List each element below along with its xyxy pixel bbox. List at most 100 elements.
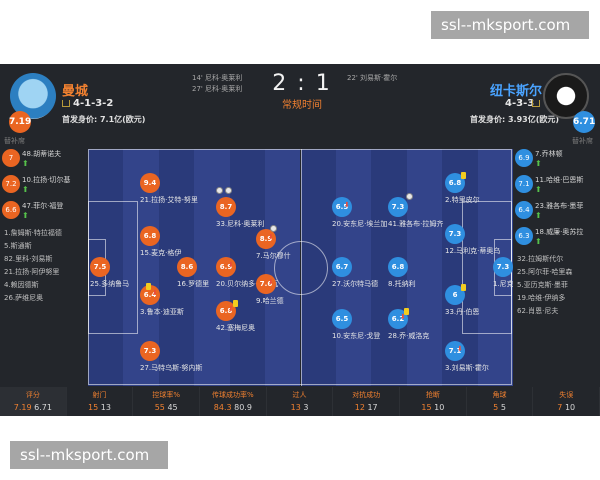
center-circle: [273, 240, 328, 295]
player-name: 27.马特乌斯·努内斯: [140, 364, 203, 372]
player-marker[interactable]: 9.4 21.拉扬·艾特-努里: [140, 173, 250, 213]
sub-out-arrow-icon: ⬇: [457, 345, 463, 353]
stat-home-value: 55: [154, 403, 165, 412]
player-marker[interactable]: 6.8 15.麦克·格伊: [140, 226, 250, 266]
stat-home-value: 7: [557, 403, 563, 412]
stat-values: 15 13: [67, 401, 133, 414]
sub-out-arrow-icon: ⬇: [228, 261, 234, 269]
substitute-info: 47.菲尔·福登 ⬆: [22, 201, 63, 220]
substitute-name: 4.赖因德斯: [4, 281, 39, 289]
substitute-name: 32.拉姆斯代尔: [517, 255, 564, 263]
player-marker[interactable]: 6.2 28.乔·威洛克 ⬇: [388, 308, 498, 349]
substitute-item[interactable]: 5.斯通斯: [0, 240, 88, 253]
player-name: 28.乔·威洛克: [388, 332, 430, 340]
substitute-item[interactable]: 6.4 23.雅各布·墨菲 ⬆: [513, 201, 600, 227]
stat-values: 15 10: [400, 401, 466, 414]
stat-6: 抢断 15 10: [400, 387, 467, 416]
player-marker[interactable]: 8.9 7.马尔穆什 ⬇: [256, 225, 366, 269]
player-marker[interactable]: 7.1 3.刘易斯·霍尔 ⬇: [445, 341, 513, 381]
stat-4: 过人 13 3: [267, 387, 334, 416]
player-rating: 7.3: [445, 224, 465, 244]
player-marker[interactable]: 6.8 2.特里皮尔: [445, 172, 513, 213]
player-marker[interactable]: 6.5 20.安东尼·埃兰加 ⬇: [332, 197, 442, 237]
substitute-item[interactable]: 7 48.胡蒂诺夫 ⬆: [0, 149, 88, 175]
substitute-item[interactable]: 7.1 11.哈维·巴恩斯 ⬆: [513, 175, 600, 201]
substitute-item[interactable]: 4.赖因德斯: [0, 279, 88, 292]
player-marker[interactable]: 6 33.丹·伯恩: [445, 284, 513, 325]
substitute-item[interactable]: 6.3 18.威廉·奥苏拉 ⬆: [513, 227, 600, 253]
stat-title: 抢断: [425, 391, 440, 399]
sub-in-arrow-icon: ⬆: [535, 237, 542, 246]
substitute-item[interactable]: 7.2 10.拉扬·切尔基 ⬆: [0, 175, 88, 201]
substitute-name: 19.哈维·伊纳多: [517, 294, 566, 302]
away-team-name[interactable]: 纽卡斯尔: [490, 84, 543, 99]
substitute-info: 10.拉扬·切尔基 ⬆: [22, 175, 70, 194]
substitute-item[interactable]: 32.拉姆斯代尔: [513, 253, 600, 266]
substitute-item[interactable]: 6.9 7.乔林顿 ⬆: [513, 149, 600, 175]
sub-out-arrow-icon: ⬇: [152, 289, 158, 297]
home-team-value: 首发身价: 7.1亿(欧元): [62, 115, 146, 124]
player-marker[interactable]: 8.7 33.尼科·奥莱利: [216, 187, 326, 237]
player-marker[interactable]: 6.4 3.鲁本·迪亚斯 ⬇: [140, 283, 250, 325]
substitute-item[interactable]: 1.詹姆斯·特拉福德: [0, 227, 88, 240]
yellow-card-icon: [404, 308, 409, 315]
watermark-top: ssl--mksport.com: [431, 11, 589, 39]
substitute-item[interactable]: 5.亚历克斯·墨菲: [513, 279, 600, 292]
player-rating: 7.5: [90, 257, 110, 277]
sub-out-arrow-icon: ⬇: [228, 305, 234, 313]
player-marker[interactable]: 7.3 1.尼克·波普: [493, 257, 513, 297]
formation-icon: [62, 100, 70, 107]
sub-in-arrow-icon: ⬆: [535, 159, 542, 168]
substitute-item[interactable]: 82.里科·刘易斯: [0, 253, 88, 266]
away-goal-event: 22' 刘易斯·霍尔: [347, 74, 398, 82]
pitch-stripe: [406, 149, 443, 386]
stat-7: 角球 5 5: [467, 387, 534, 416]
player-marker[interactable]: 7.3 27.马特乌斯·努内斯: [140, 341, 250, 381]
stat-1: 射门 15 13: [67, 387, 134, 416]
player-rating: 6.8: [445, 173, 465, 193]
player-marker[interactable]: 7.3 12.马利克·蒂奥乌: [445, 224, 513, 264]
substitute-item[interactable]: 6.6 47.菲尔·福登 ⬆: [0, 201, 88, 227]
player-marker[interactable]: 6.7 27.沃尔特马德: [332, 257, 442, 297]
substitute-name: 82.里科·刘易斯: [4, 255, 53, 263]
formation-icon: [532, 100, 540, 107]
substitute-name: 1.詹姆斯·特拉福德: [4, 229, 62, 237]
player-marker[interactable]: 8.6 16.罗德里: [177, 257, 287, 297]
stat-title: 射门: [92, 391, 107, 399]
player-name: 9.哈兰德: [256, 297, 284, 305]
player-marker[interactable]: 6.8 8.托纳利: [388, 257, 498, 297]
player-marker[interactable]: 7.6 9.哈兰德 ⬇: [256, 274, 366, 314]
sub-in-arrow-icon: ⬆: [22, 185, 29, 194]
player-rating: 6: [445, 285, 465, 305]
player-marker[interactable]: 6.9 20.贝尔纳多·席尔瓦 ⬇: [216, 257, 326, 297]
player-name: 33.尼科·奥莱利: [216, 220, 265, 228]
match-status: 常规时间: [282, 100, 322, 111]
substitute-name: 7.乔林顿: [535, 150, 563, 158]
sub-in-arrow-icon: ⬆: [535, 185, 542, 194]
substitute-name: 21.拉扬·阿伊努里: [4, 268, 60, 276]
player-rating: 6.8: [140, 226, 160, 246]
sub-in-arrow-icon: ⬆: [22, 211, 29, 220]
player-marker[interactable]: 6.8 42.塞梅尼奥 ⬇: [216, 300, 326, 341]
player-rating: 8.7: [216, 197, 236, 217]
home-team-name[interactable]: 曼城: [62, 84, 89, 99]
sub-out-arrow-icon: ⬇: [400, 313, 406, 321]
substitute-item[interactable]: 25.阿尔菲·哈里森: [513, 266, 600, 279]
substitute-item[interactable]: 21.拉扬·阿伊努里: [0, 266, 88, 279]
stat-title: 失误: [559, 391, 574, 399]
substitute-name: 25.阿尔菲·哈里森: [517, 268, 573, 276]
stat-3: 传球成功率% 84.3 80.9: [200, 387, 267, 416]
substitute-item[interactable]: 19.哈维·伊纳多: [513, 292, 600, 305]
substitute-item[interactable]: 26.萨维尼奥: [0, 292, 88, 305]
yellow-card-icon: [146, 283, 151, 290]
substitute-name: 47.菲尔·福登: [22, 202, 64, 210]
player-marker[interactable]: 7.3 41.雅各布·拉姆齐: [388, 193, 498, 237]
player-marker[interactable]: 7.5 25.多纳鲁马: [90, 257, 200, 297]
substitute-rating: 6.9: [515, 149, 533, 167]
substitute-name: 5.斯通斯: [4, 242, 32, 250]
yellow-card-icon: [461, 172, 466, 179]
substitute-item[interactable]: 62.肖恩·尼夫: [513, 305, 600, 318]
player-marker[interactable]: 6.5 10.安东尼·戈登: [332, 309, 442, 349]
away-team-value: 首发身价: 3.93亿(欧元): [470, 115, 560, 124]
